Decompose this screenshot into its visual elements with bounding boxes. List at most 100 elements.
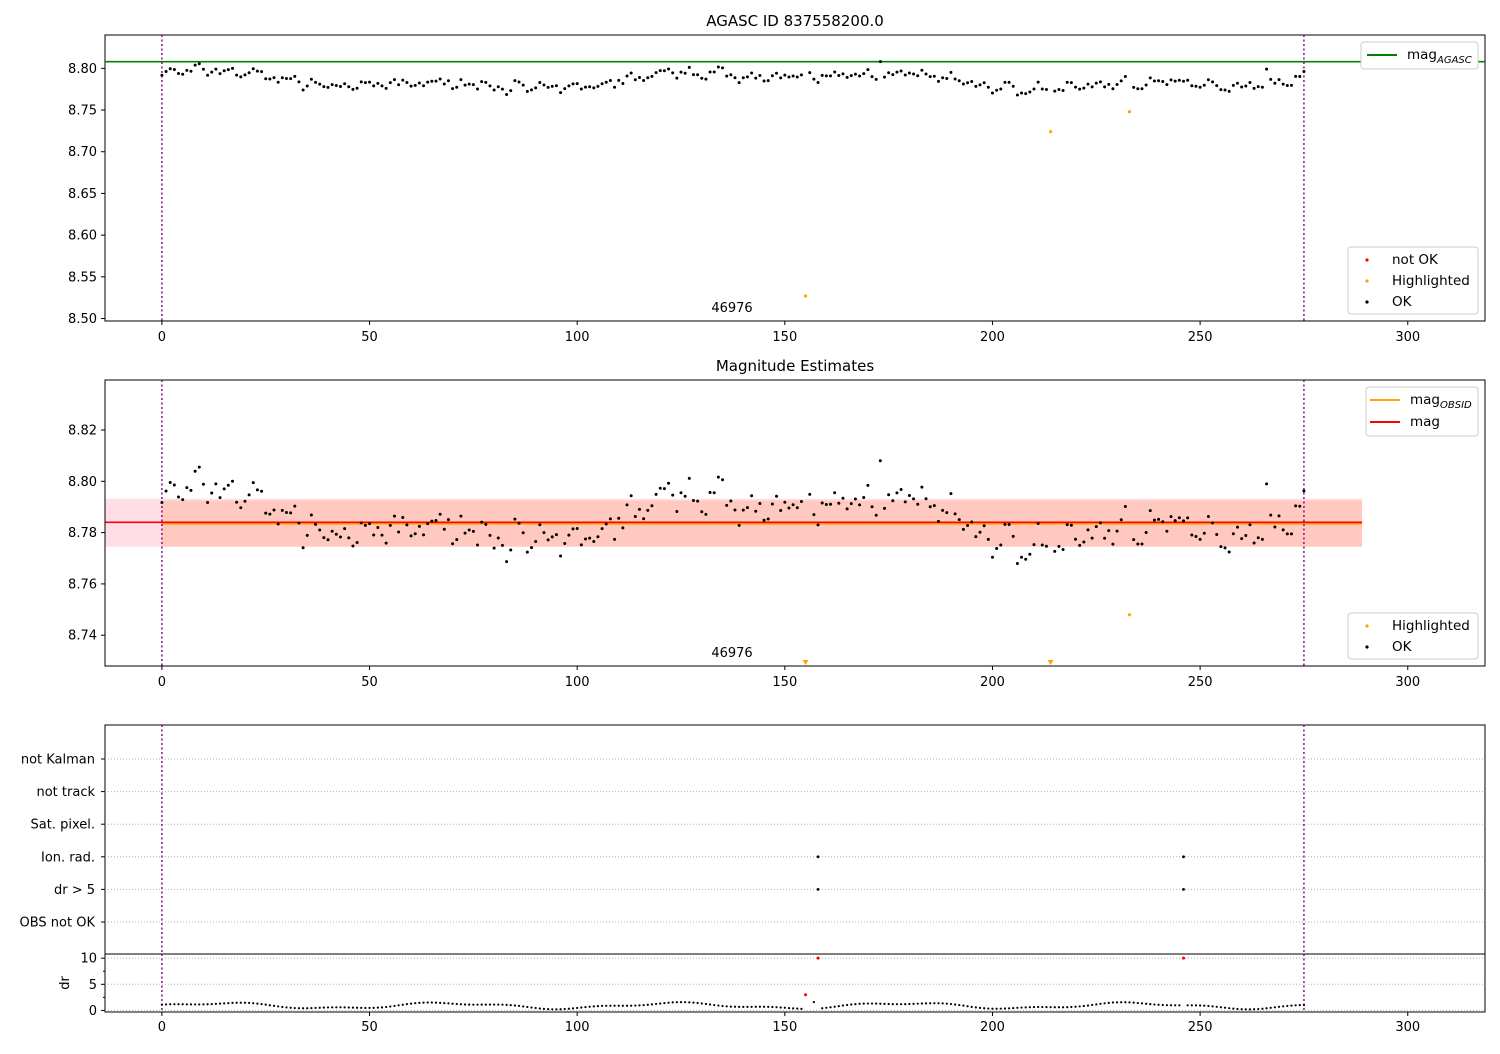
ok-point [185,486,189,490]
dr-point [1128,1001,1131,1004]
dr-point [1124,1001,1127,1004]
dr-point [559,1008,562,1011]
ok-point [484,522,488,526]
ok-point [671,71,675,75]
dr-point [1161,1003,1164,1007]
ok-point [405,80,409,84]
dr-point [854,1003,857,1006]
dr-point [285,1006,288,1009]
ok-point [895,70,899,74]
ok-point [500,543,504,547]
ok-point [920,485,924,489]
ok-point [214,482,218,486]
dr-red-point [804,993,808,997]
ok-point [546,538,550,542]
dr-point [401,1003,404,1006]
dr-point [654,1002,658,1006]
dr-point [376,1006,379,1009]
ok-point [272,508,276,512]
ok-point [824,503,828,507]
ok-point [388,523,392,527]
ok-point [600,82,604,86]
ok-point [347,85,351,89]
ok-point [1277,514,1281,518]
ok-point [766,79,770,83]
ok-point [945,511,949,515]
x-tick-label: 250 [1188,330,1213,345]
ok-point [401,78,405,82]
ok-point [554,84,558,88]
dr-point [588,1005,591,1008]
ok-point [1165,83,1169,87]
ok-point [1123,75,1127,79]
dr-point [1248,1008,1252,1011]
ok-point [870,505,874,509]
dr-point [1091,1003,1094,1007]
dr-point [621,1004,624,1007]
ok-point [1078,87,1082,91]
ok-point [309,513,313,517]
ok-point [459,78,463,82]
ok-point [592,86,596,90]
ok-point [1169,78,1173,82]
ok-point [712,70,716,74]
dr-point [870,1002,874,1005]
dr-point [463,1003,467,1006]
ok-point [1173,79,1177,83]
ok-point [463,83,467,87]
ok-point [754,509,758,513]
ok-point [1090,85,1094,89]
ok-point [1186,516,1190,520]
dr-point [949,1002,953,1006]
dr-point [360,1006,363,1009]
x-tick-label: 0 [158,330,166,345]
agasc-annotation: 46976 [711,301,752,316]
dr-point [1016,1006,1019,1009]
dr-point [538,1007,541,1010]
ok-point [1285,532,1289,536]
dr-point [858,1002,861,1005]
highlighted-point [803,294,808,298]
ok-point [434,519,438,523]
dr-point [1244,1008,1247,1011]
dr-point [1120,1001,1123,1004]
ok-point [696,499,700,503]
ok-point [293,74,297,78]
ok-point [214,67,218,71]
ok-point [775,71,779,75]
dr-point [837,1005,840,1008]
dr-point [1111,1001,1115,1004]
ok-point [280,508,284,512]
ok-point [613,85,617,89]
ok-point [583,537,587,541]
ok-point [833,70,837,74]
ok-point [887,71,891,75]
dr-point [306,1007,309,1010]
ok-point [1227,550,1231,554]
dr-point [1153,1003,1156,1006]
ok-point [1302,489,1306,493]
ok-point [251,67,255,71]
ok-point [417,81,421,85]
agasc-axes [104,34,1486,322]
highlighted-point [1127,613,1132,617]
dr-point [547,1008,550,1011]
ok-point [795,75,799,79]
ok-point [575,82,579,86]
ok-point [463,531,467,535]
ok-point [866,68,870,72]
ok-point [284,76,288,80]
dr-point [210,1003,213,1006]
ok-point [1032,543,1036,547]
flag-point [1182,888,1185,891]
ok-point [1152,79,1156,83]
dr-point [1219,1006,1222,1009]
dr-point [1070,1005,1073,1009]
ok-point [1252,541,1256,545]
y-tick-label: 8.60 [68,229,97,244]
ok-point [696,73,700,77]
y-tick-label: 8.78 [68,526,97,541]
ok-point [239,75,243,79]
x-tick-label: 100 [565,675,590,690]
ok-point [758,74,762,78]
